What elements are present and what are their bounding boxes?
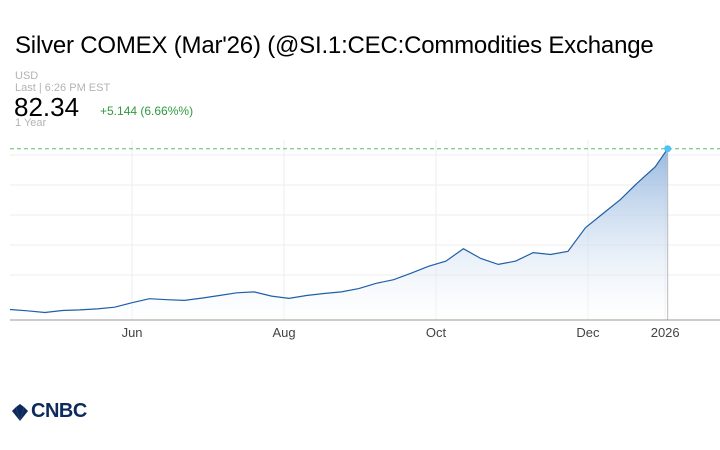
x-tick-label: Oct — [426, 325, 447, 340]
last-point-marker — [664, 145, 672, 153]
currency-label: USD — [15, 70, 39, 82]
x-tick-label: Aug — [272, 325, 295, 340]
last-update-label: Last | 6:26 PM EST — [15, 82, 111, 94]
cnbc-logo[interactable]: CNBC — [10, 400, 87, 423]
last-price: 82.34 — [14, 92, 80, 122]
cnbc-peacock-icon — [12, 403, 28, 421]
price-area — [10, 148, 668, 320]
price-change: +5.144 (6.66%%) — [100, 104, 194, 118]
x-tick-label: Dec — [576, 325, 600, 340]
x-tick-label: Jun — [122, 325, 143, 340]
chart-title: Silver COMEX (Mar'26) (@SI.1:CEC:Commodi… — [15, 32, 654, 59]
price-line — [9, 148, 669, 314]
time-range-label: 1 Year — [15, 117, 47, 129]
x-tick-label: 2026 — [651, 325, 680, 340]
brand-name: CNBC — [31, 400, 87, 422]
price-chart[interactable]: Jun Aug Oct Dec 2026 — [0, 140, 720, 350]
